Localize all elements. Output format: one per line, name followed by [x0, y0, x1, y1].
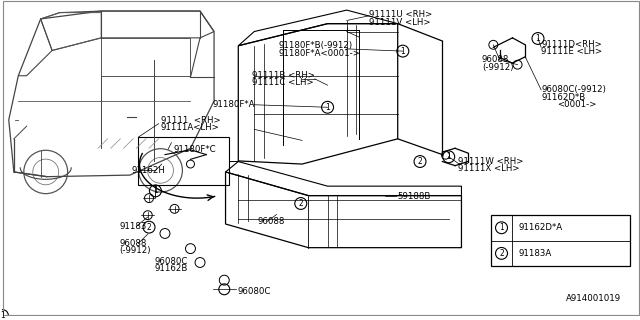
Text: 91183A: 91183A [518, 249, 552, 258]
Text: 91180F*A: 91180F*A [212, 100, 255, 109]
Text: 96080C(-9912): 96080C(-9912) [541, 85, 606, 94]
Text: 91180F*B(-9912): 91180F*B(-9912) [278, 41, 353, 50]
Text: 91111E <LH>: 91111E <LH> [541, 47, 602, 56]
Text: 91111A<LH>: 91111A<LH> [161, 123, 220, 132]
Text: 1: 1 [325, 103, 330, 112]
Text: A914001019: A914001019 [566, 294, 621, 303]
Text: 96088: 96088 [119, 239, 147, 248]
Bar [490, 215, 630, 266]
Text: 1: 1 [401, 47, 405, 56]
Text: 96080C: 96080C [237, 287, 270, 296]
Text: 1: 1 [536, 34, 540, 43]
Text: 1: 1 [446, 152, 451, 161]
Text: 91180F*A<0001->: 91180F*A<0001-> [278, 49, 360, 58]
Text: 91162B: 91162B [154, 264, 188, 273]
Text: 96088: 96088 [482, 55, 509, 64]
Text: 91183: 91183 [119, 222, 147, 231]
Text: <0001->: <0001-> [557, 100, 596, 108]
Text: 1: 1 [0, 311, 4, 320]
Text: 91111D<RH>: 91111D<RH> [541, 40, 602, 49]
Text: 91162D*A: 91162D*A [518, 223, 563, 232]
Text: 91111B <RH>: 91111B <RH> [252, 71, 315, 80]
Text: 2: 2 [147, 223, 152, 232]
Text: 2: 2 [418, 157, 422, 166]
Text: 96088: 96088 [257, 217, 285, 226]
Text: 59188B: 59188B [397, 192, 431, 201]
Text: 91111W <RH>: 91111W <RH> [458, 157, 524, 166]
Text: 91111V <LH>: 91111V <LH> [369, 18, 431, 27]
Text: 96080C: 96080C [154, 257, 188, 266]
Text: 1: 1 [153, 186, 158, 196]
Text: 91180F*C: 91180F*C [173, 145, 216, 154]
Text: 2: 2 [298, 199, 303, 208]
Text: 91111C <LH>: 91111C <LH> [252, 78, 314, 87]
Text: 2: 2 [499, 249, 504, 258]
Text: 91111  <RH>: 91111 <RH> [161, 116, 220, 125]
Text: 91162D*B: 91162D*B [541, 93, 586, 102]
Text: 91111X <LH>: 91111X <LH> [458, 164, 520, 173]
Text: 91162H: 91162H [132, 166, 166, 175]
Bar [138, 137, 228, 185]
Text: (-9912): (-9912) [119, 246, 150, 255]
Text: (-9912): (-9912) [482, 63, 513, 72]
Text: 91111U <RH>: 91111U <RH> [369, 10, 432, 19]
Text: 1: 1 [499, 223, 504, 232]
